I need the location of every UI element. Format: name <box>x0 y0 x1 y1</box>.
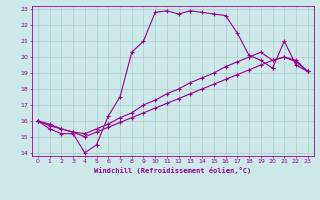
X-axis label: Windchill (Refroidissement éolien,°C): Windchill (Refroidissement éolien,°C) <box>94 167 252 174</box>
